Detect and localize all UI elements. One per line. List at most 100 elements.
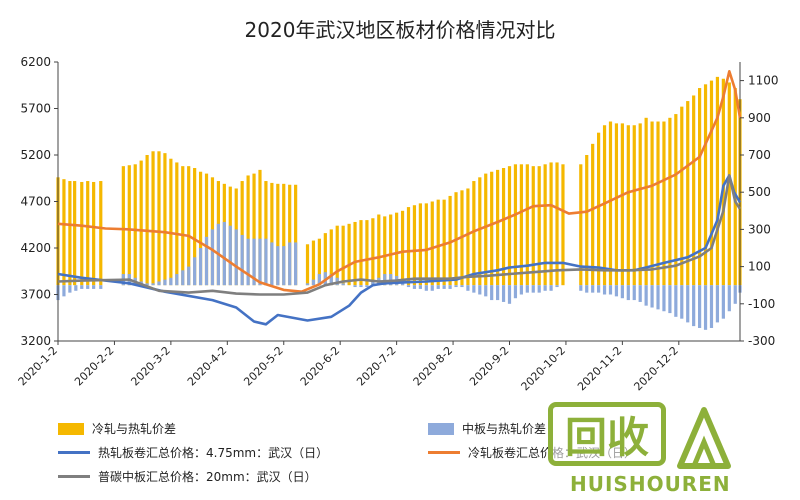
bar bbox=[727, 82, 731, 286]
bar bbox=[383, 216, 387, 286]
legend-item-plate-hot-spread: 中板与热轧价差 bbox=[428, 420, 546, 437]
bar bbox=[252, 238, 256, 286]
legend-label: 普碳中板汇总价格：20mm：武汉（日） bbox=[98, 470, 317, 484]
bar bbox=[204, 236, 209, 286]
bar bbox=[727, 285, 731, 312]
bar bbox=[555, 285, 559, 288]
bar bbox=[406, 285, 411, 288]
bar bbox=[531, 285, 535, 293]
bar bbox=[163, 153, 167, 286]
bar bbox=[288, 184, 292, 286]
bar bbox=[632, 125, 636, 286]
bar bbox=[240, 181, 244, 286]
bar bbox=[692, 285, 696, 327]
bar bbox=[656, 121, 660, 286]
bar bbox=[264, 238, 268, 286]
bar bbox=[698, 285, 702, 328]
bar bbox=[365, 220, 369, 286]
legend-item-plate-price: 普碳中板汇总价格：20mm：武汉（日） bbox=[58, 468, 317, 485]
bar bbox=[602, 125, 607, 286]
bar bbox=[715, 285, 720, 323]
bar bbox=[246, 238, 250, 286]
bar bbox=[680, 106, 684, 286]
bar bbox=[436, 199, 440, 286]
bar bbox=[525, 285, 529, 293]
bar bbox=[602, 285, 607, 295]
x-tick-label: 2020-12-2 bbox=[631, 344, 680, 393]
x-tick-label: 2020-9-2 bbox=[467, 344, 512, 389]
series-line bbox=[57, 174, 742, 326]
bar bbox=[549, 162, 553, 286]
bar bbox=[460, 285, 464, 288]
bar bbox=[543, 164, 547, 286]
left-tick-label: 6200 bbox=[20, 55, 51, 69]
bar bbox=[311, 279, 316, 286]
legend-swatch bbox=[58, 422, 84, 435]
bar bbox=[347, 223, 351, 286]
bar bbox=[80, 181, 84, 286]
bar bbox=[222, 221, 226, 286]
bar bbox=[282, 246, 286, 286]
right-tick-label: 300 bbox=[748, 222, 771, 236]
bar bbox=[442, 285, 446, 289]
bar bbox=[501, 285, 506, 302]
bar bbox=[626, 285, 630, 301]
bar bbox=[496, 285, 500, 301]
left-tick-label: 5700 bbox=[20, 102, 51, 116]
bar bbox=[92, 285, 96, 289]
bar bbox=[276, 183, 280, 286]
legend-swatch bbox=[428, 451, 460, 454]
bar bbox=[258, 169, 262, 286]
legend-label: 热轧板卷汇总价格：4.75mm：武汉（日） bbox=[98, 446, 329, 460]
bar bbox=[418, 203, 422, 286]
bar bbox=[501, 168, 506, 286]
price-lines bbox=[57, 70, 742, 326]
bar bbox=[442, 199, 446, 286]
bar bbox=[430, 285, 434, 291]
left-tick-label: 3700 bbox=[20, 288, 51, 302]
bar bbox=[537, 166, 541, 286]
bar bbox=[317, 238, 321, 286]
bar bbox=[412, 205, 417, 286]
bar bbox=[686, 285, 690, 323]
bar bbox=[68, 285, 72, 293]
bar bbox=[270, 182, 274, 286]
bar bbox=[282, 183, 286, 286]
bar bbox=[715, 76, 720, 286]
bar bbox=[252, 173, 256, 286]
bar bbox=[591, 143, 595, 286]
right-tick-label: -100 bbox=[748, 297, 775, 311]
bar bbox=[579, 285, 583, 291]
bar bbox=[668, 117, 672, 286]
bar bbox=[198, 248, 203, 286]
bar bbox=[365, 285, 369, 288]
bar bbox=[329, 229, 333, 286]
x-tick-label: 2020-6-2 bbox=[298, 344, 343, 389]
bar bbox=[484, 285, 488, 297]
bar bbox=[733, 285, 737, 304]
bar bbox=[145, 155, 149, 286]
bar bbox=[454, 285, 458, 288]
bar bbox=[478, 177, 482, 286]
bar bbox=[133, 164, 137, 286]
legend-swatch bbox=[428, 422, 454, 435]
bar bbox=[305, 244, 310, 286]
bar bbox=[650, 121, 654, 286]
watermark-text: HUISHOUREN bbox=[570, 472, 731, 496]
bar bbox=[466, 188, 470, 286]
bar bbox=[638, 285, 642, 302]
bar bbox=[175, 274, 179, 286]
bar bbox=[157, 151, 161, 286]
bar bbox=[371, 281, 375, 286]
left-tick-label: 5200 bbox=[20, 148, 51, 162]
right-tick-label: 500 bbox=[748, 185, 771, 199]
bar bbox=[472, 181, 476, 286]
bar bbox=[145, 283, 149, 286]
bar bbox=[151, 283, 155, 286]
right-tick-label: 900 bbox=[748, 111, 771, 125]
bar bbox=[169, 277, 173, 286]
bar bbox=[519, 164, 523, 286]
bar bbox=[579, 164, 583, 286]
bar bbox=[157, 281, 161, 286]
bar bbox=[680, 285, 684, 319]
